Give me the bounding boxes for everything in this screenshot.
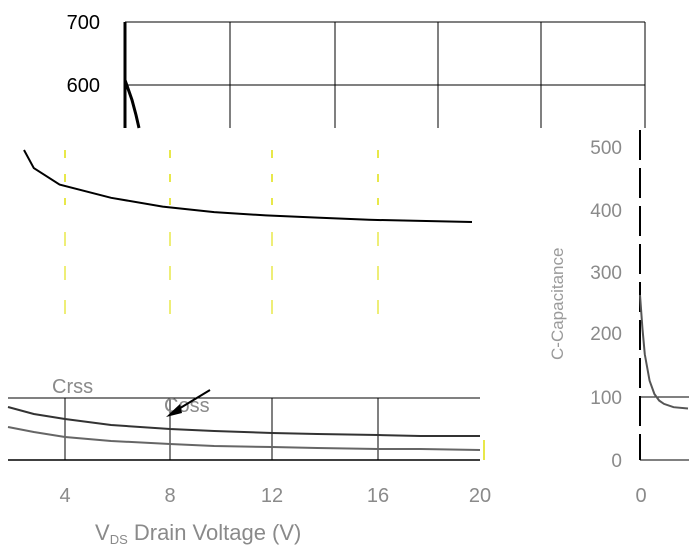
x-tick-label: 16 xyxy=(367,485,389,507)
right-x-tick-label: 0 xyxy=(635,485,646,507)
right-grid xyxy=(639,130,689,461)
main-tick-labels: 4 8 12 16 20 xyxy=(59,485,491,507)
x-axis-label: VDS Drain Voltage (V) xyxy=(95,520,301,547)
y-tick-label: 700 xyxy=(67,12,100,34)
series-line-coss xyxy=(7,406,480,437)
right-series-group xyxy=(639,294,689,410)
right-y-tick-label: 0 xyxy=(611,451,622,472)
series-line-ciss xyxy=(23,149,473,223)
main-grid xyxy=(8,150,485,461)
series-line-crss xyxy=(7,426,481,451)
y-tick-label: 600 xyxy=(67,75,100,97)
right-y-tick-label: 100 xyxy=(590,388,622,409)
x-tick-label: 8 xyxy=(164,485,175,507)
x-axis-label-sub: DS xyxy=(110,532,128,547)
right-y-axis-label: C-Capacitance xyxy=(548,248,567,360)
x-axis-label-v: V xyxy=(95,520,110,545)
main-series-group xyxy=(7,149,481,451)
right-series-line xyxy=(639,294,689,410)
x-axis-label-rest: Drain Voltage (V) xyxy=(128,520,302,545)
right-y-tick-label: 400 xyxy=(590,201,622,222)
annotation-crss: Crss xyxy=(52,376,93,398)
upper-plot-area: 600 700 xyxy=(67,12,646,129)
x-tick-label: 20 xyxy=(469,485,491,507)
series-line-upper xyxy=(123,79,141,129)
right-tick-labels: 0 100 200 300 400 500 0 xyxy=(590,138,646,507)
right-y-tick-label: 500 xyxy=(590,138,622,159)
right-y-tick-label: 200 xyxy=(590,324,622,345)
x-tick-label: 12 xyxy=(261,485,283,507)
x-tick-label: 4 xyxy=(59,485,70,507)
coss-arrow xyxy=(166,389,211,417)
right-y-tick-label: 300 xyxy=(590,263,622,284)
